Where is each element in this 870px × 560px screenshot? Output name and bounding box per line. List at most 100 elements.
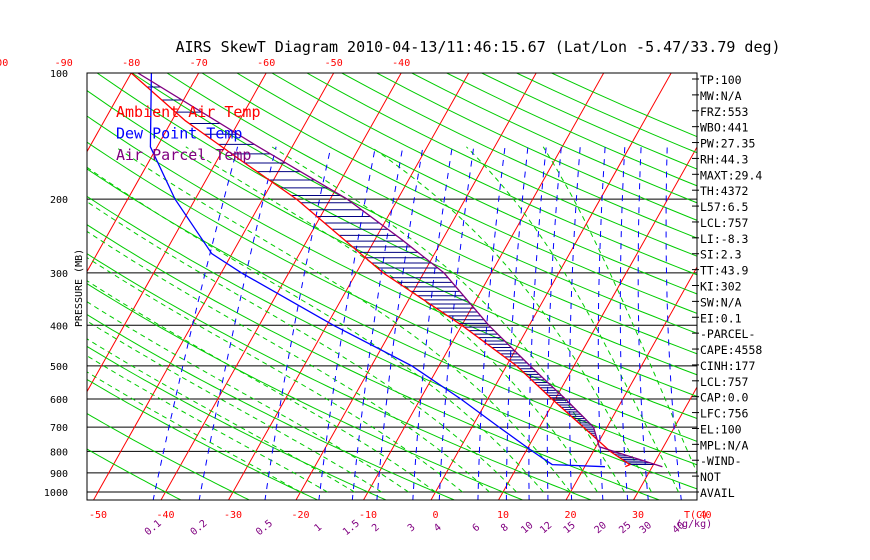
temperature-tick-label: 10	[497, 510, 509, 521]
top-temperature-tick-label: -80	[122, 58, 140, 69]
mixing-ratio-line	[264, 146, 332, 500]
mixing-ratio-tick-label: 0.2	[189, 518, 210, 538]
index-label: LCL:757	[700, 216, 749, 230]
temperature-tick-label: 30	[632, 510, 644, 521]
mixing-ratio-line	[637, 146, 649, 500]
dry-adiabat	[87, 90, 697, 397]
isotherm-line	[768, 64, 870, 501]
index-label: LI:-8.3	[700, 232, 749, 246]
mixing-ratio-line	[569, 146, 581, 500]
mixing-ratio-line	[477, 146, 506, 500]
isotherm-line	[87, 73, 132, 153]
index-label: MAXT:29.4	[700, 168, 762, 182]
index-label: TH:4372	[700, 184, 748, 198]
index-label: MPL:N/A	[700, 438, 749, 452]
index-label: RH:44.3	[700, 152, 749, 166]
temperature-tick-label: -30	[224, 510, 242, 521]
pressure-tick-label: 100	[50, 69, 68, 80]
index-label: LFC:756	[700, 407, 749, 421]
index-label: CAPE:4558	[700, 343, 762, 357]
legend-entry: Dew Point Temp	[116, 125, 242, 143]
dry-adiabat	[131, 73, 697, 355]
dry-adiabat	[306, 73, 697, 257]
y-axis-label: PRESSURE (MB)	[74, 249, 85, 327]
mixing-ratio-tick-label: 0.1	[143, 518, 164, 538]
pressure-tick-label: 600	[50, 395, 68, 406]
dry-adiabat	[201, 73, 697, 314]
index-label: WBO:441	[700, 121, 749, 135]
dry-adiabat	[87, 313, 456, 500]
index-label: LCL:757	[700, 375, 749, 389]
isotherm-line	[0, 64, 1, 501]
index-label: CAP:0.0	[700, 391, 749, 405]
mixing-ratio-tick-label: 25	[617, 520, 633, 536]
mixing-ratio-line	[619, 146, 629, 500]
plot-frame	[86, 72, 698, 501]
isotherm-line	[430, 73, 672, 500]
isotherm-line	[565, 266, 697, 500]
index-label: MW:N/A	[700, 89, 742, 103]
dry-adiabat	[481, 73, 697, 170]
pressure-tick-label: 700	[50, 423, 68, 434]
dry-adiabat	[166, 73, 697, 334]
dry-adiabat	[87, 283, 524, 500]
legend-entry: Air Parcel Temp	[116, 146, 251, 164]
chart-title: AIRS SkewT Diagram 2010-04-13/11:46:15.6…	[175, 38, 780, 56]
moist-adiabat	[185, 146, 598, 493]
index-label: KI:302	[700, 280, 742, 294]
temperature-tick-label: -10	[359, 510, 377, 521]
top-temperature-tick-label: -70	[190, 58, 208, 69]
dry-adiabat	[87, 115, 697, 420]
moist-adiabat	[115, 146, 571, 493]
index-label: EI:0.1	[700, 311, 742, 325]
moist-adiabat	[87, 201, 517, 493]
moist-adiabat	[87, 320, 382, 493]
moist-adiabat	[87, 371, 301, 493]
top-temperature-tick-label: -50	[325, 58, 343, 69]
dry-adiabat	[87, 253, 593, 500]
dry-adiabat	[236, 73, 697, 295]
temperature-tick-label: 0	[432, 510, 438, 521]
isotherm-line	[92, 73, 335, 500]
dry-adiabat	[87, 168, 697, 466]
dry-adiabat	[411, 73, 697, 204]
index-label: -WIND-	[700, 454, 742, 468]
mixing-ratio-line	[665, 146, 682, 500]
top-temperature-tick-label: -100	[0, 58, 8, 69]
cape-hatching	[147, 86, 656, 466]
mixing-ratio-line	[505, 146, 529, 500]
legend: Ambient Air Temp Dew Point Temp Air Parcel…	[116, 103, 261, 164]
mixing-ratio-unit-label: (g/kg)	[676, 519, 712, 530]
index-label: FRZ:553	[700, 105, 749, 119]
index-label: -PARCEL-	[700, 327, 755, 341]
moist-adiabat	[466, 146, 679, 493]
isotherm-line	[362, 73, 605, 500]
pressure-tick-label: 300	[50, 269, 68, 280]
moist-adiabat	[87, 166, 544, 493]
mixing-ratio-tick-label: 10	[519, 520, 535, 536]
index-label: TP:100	[700, 73, 742, 87]
dry-adiabat	[87, 195, 697, 490]
mixing-ratio-tick-label: 1	[312, 522, 324, 534]
pressure-tick-label: 500	[50, 362, 68, 373]
legend-entry: Ambient Air Temp	[116, 103, 261, 121]
mixing-ratio-line	[351, 146, 404, 500]
sounding-line	[149, 73, 606, 468]
index-label: EL:100	[700, 422, 742, 436]
mixing-ratio-tick-label: 8	[499, 522, 511, 534]
dry-adiabat	[87, 448, 182, 500]
dry-adiabat	[87, 413, 251, 500]
temperature-tick-label: 40	[699, 510, 711, 521]
isotherm-line	[87, 73, 200, 273]
dry-adiabat	[87, 141, 697, 442]
dry-adiabat	[87, 378, 319, 500]
temperature-tick-label: -50	[89, 510, 107, 521]
mixing-ratio-tick-label: 20	[593, 520, 609, 536]
mixing-ratio-tick-label: 12	[538, 520, 554, 536]
dry-adiabat	[271, 73, 697, 276]
index-label: SI:2.3	[700, 248, 742, 262]
isotherm-line	[0, 64, 69, 501]
index-label: PW:27.35	[700, 137, 755, 151]
sounding-curves	[130, 73, 663, 468]
